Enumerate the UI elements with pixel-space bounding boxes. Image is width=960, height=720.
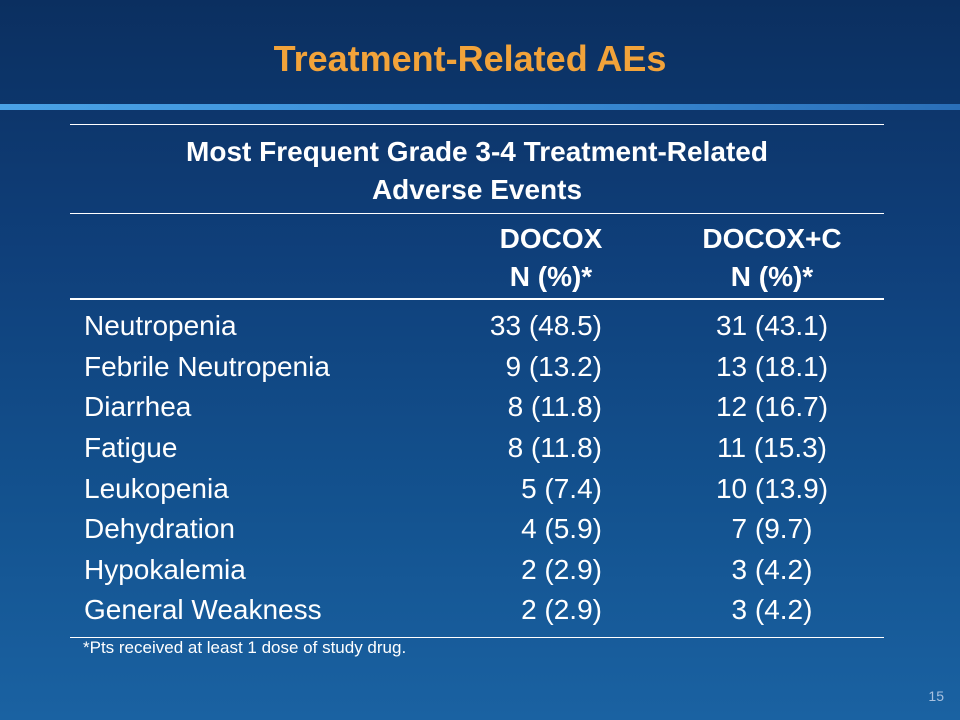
header-docox-sub: N (%)* bbox=[509, 261, 593, 292]
docoxc-value: 3 (4.2) bbox=[731, 594, 813, 626]
docox-value-cell: 8 (11.8) bbox=[442, 391, 660, 423]
table-body: Neutropenia 33 (48.5) 31 (43.1) Febrile Neu… bbox=[70, 300, 884, 637]
table-row: Fatigue 8 (11.8) 11 (15.3) bbox=[70, 428, 884, 469]
event-name: Fatigue bbox=[84, 432, 178, 464]
docox-value: 8 (11.8) bbox=[507, 432, 602, 464]
table-row: Leukopenia 5 (7.4) 10 (13.9) bbox=[70, 468, 884, 509]
table-caption-line-2: Adverse Events bbox=[371, 174, 583, 205]
table-row: Dehydration 4 (5.9) 7 (9.7) bbox=[70, 509, 884, 550]
table-bottom-rule bbox=[70, 636, 884, 638]
table-header-row: DOCOX N (%)* DOCOX+C N (%)* bbox=[70, 214, 884, 298]
docox-value: 4 (5.9) bbox=[521, 513, 602, 545]
table-top-rule bbox=[70, 124, 884, 125]
event-name: Diarrhea bbox=[84, 391, 192, 423]
event-name: Febrile Neutropenia bbox=[84, 350, 330, 382]
header-docoxc: DOCOX+C N (%)* bbox=[660, 214, 884, 298]
docox-value: 33 (48.5) bbox=[489, 310, 602, 342]
docoxc-value: 10 (13.9) bbox=[715, 472, 829, 504]
docox-value-cell: 2 (2.9) bbox=[442, 554, 660, 586]
header-docoxc-name: DOCOX+C bbox=[702, 223, 842, 254]
header-docox: DOCOX N (%)* bbox=[442, 214, 660, 298]
docoxc-value: 7 (9.7) bbox=[731, 513, 813, 545]
docox-value: 8 (11.8) bbox=[507, 391, 602, 423]
docoxc-value: 3 (4.2) bbox=[731, 553, 813, 585]
header-rule bbox=[70, 298, 884, 300]
page-number: 15 bbox=[928, 688, 944, 704]
table-caption-line-1: Most Frequent Grade 3-4 Treatment-Relate… bbox=[186, 136, 768, 167]
docox-value: 5 (7.4) bbox=[521, 472, 602, 504]
event-name: Dehydration bbox=[84, 513, 235, 545]
docox-value-cell: 8 (11.8) bbox=[442, 432, 660, 464]
table-row: Diarrhea 8 (11.8) 12 (16.7) bbox=[70, 387, 884, 428]
header-event-cell bbox=[70, 214, 442, 298]
event-name: Neutropenia bbox=[84, 310, 237, 342]
table-row: Hypokalemia 2 (2.9) 3 (4.2) bbox=[70, 550, 884, 591]
docox-value-cell: 2 (2.9) bbox=[442, 594, 660, 626]
caption-rule bbox=[70, 213, 884, 214]
docox-value-cell: 33 (48.5) bbox=[442, 310, 660, 342]
docoxc-value: 12 (16.7) bbox=[715, 391, 829, 423]
header-docox-name: DOCOX bbox=[499, 223, 603, 254]
table-row: Neutropenia 33 (48.5) 31 (43.1) bbox=[70, 306, 884, 347]
header-docoxc-sub: N (%)* bbox=[730, 261, 814, 292]
docox-value: 2 (2.9) bbox=[521, 553, 602, 585]
docox-value: 2 (2.9) bbox=[521, 594, 602, 626]
docox-value-cell: 9 (13.2) bbox=[442, 351, 660, 383]
docox-value-cell: 5 (7.4) bbox=[442, 473, 660, 505]
event-name: General Weakness bbox=[84, 594, 322, 626]
table-caption: Most Frequent Grade 3-4 Treatment-Relate… bbox=[70, 125, 884, 213]
docoxc-value: 13 (18.1) bbox=[715, 350, 829, 382]
event-name: Hypokalemia bbox=[84, 553, 246, 585]
title-divider bbox=[0, 104, 960, 110]
docox-value: 9 (13.2) bbox=[505, 350, 603, 382]
footnote: *Pts received at least 1 dose of study d… bbox=[83, 638, 407, 657]
table-row: General Weakness 2 (2.9) 3 (4.2) bbox=[70, 590, 884, 631]
table-row: Febrile Neutropenia 9 (13.2) 13 (18.1) bbox=[70, 347, 884, 388]
slide-title: Treatment-Related AEs bbox=[273, 38, 667, 79]
docox-value-cell: 4 (5.9) bbox=[442, 513, 660, 545]
docoxc-value: 31 (43.1) bbox=[715, 310, 829, 342]
adverse-events-table: Most Frequent Grade 3-4 Treatment-Relate… bbox=[70, 124, 884, 638]
docoxc-value: 11 (15.3) bbox=[717, 432, 827, 464]
event-name: Leukopenia bbox=[84, 472, 229, 504]
